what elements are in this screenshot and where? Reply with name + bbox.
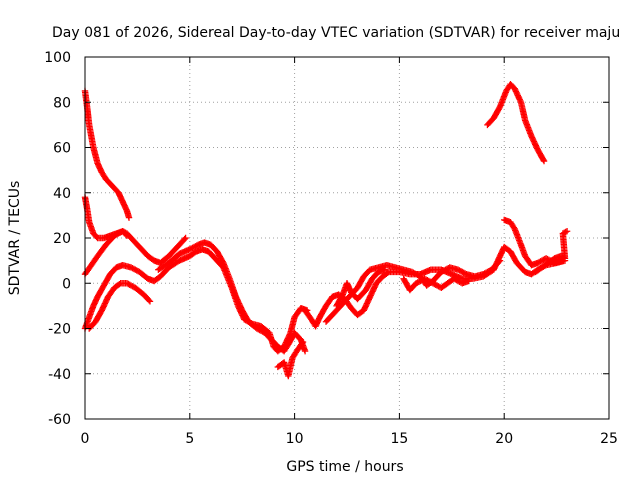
series-track-g: [274, 338, 307, 380]
x-tick-label: 5: [185, 431, 194, 447]
y-tick-label: 0: [62, 276, 71, 292]
series-track-c: [81, 228, 131, 278]
data-point: [563, 228, 571, 235]
series-track-d: [81, 246, 311, 355]
series-track-j: [333, 266, 388, 310]
series-track-e: [85, 280, 154, 332]
chart-title: Day 081 of 2026, Sidereal Day-to-day VTE…: [52, 25, 620, 41]
y-tick-label: 80: [53, 95, 71, 111]
data-point: [540, 157, 548, 165]
data-point: [125, 214, 133, 221]
data-point: [496, 257, 504, 264]
data-point: [301, 347, 309, 355]
x-tick-label: 20: [495, 431, 513, 447]
y-axis-label: SDTVAR / TECUs: [7, 181, 23, 296]
y-tick-label: -20: [48, 322, 71, 338]
data-point: [495, 258, 503, 265]
y-tick-label: 20: [53, 231, 71, 247]
x-tick-label: 10: [286, 431, 304, 447]
data-point: [182, 234, 189, 242]
data-point: [116, 280, 123, 288]
series-track-f: [155, 239, 309, 355]
data-point: [145, 297, 153, 304]
series-track-l: [484, 80, 548, 165]
series-track-n: [532, 228, 571, 276]
data-point: [146, 298, 154, 305]
y-tick-label: 40: [53, 186, 71, 202]
x-tick-label: 25: [600, 431, 618, 447]
y-tick-label: 100: [44, 50, 71, 66]
x-axis-label: GPS time / hours: [286, 459, 403, 475]
data-point: [562, 228, 569, 236]
data-points-layer: [81, 80, 571, 380]
x-tick-label: 0: [81, 431, 90, 447]
series-track-i: [322, 257, 504, 325]
data-point: [465, 277, 472, 285]
ticks-layer: 0 5 10 15 20 25 -60 -40 -20 0 20 40 60 80 100: [44, 50, 618, 447]
y-tick-label: -40: [48, 367, 71, 383]
data-point: [181, 235, 188, 243]
data-point: [381, 266, 388, 273]
y-tick-label: 60: [53, 141, 71, 157]
data-point: [122, 231, 130, 238]
data-point: [123, 232, 131, 239]
data-point: [461, 270, 469, 277]
data-point: [298, 340, 306, 347]
x-tick-label: 15: [390, 431, 408, 447]
data-point: [299, 338, 307, 346]
data-point: [510, 224, 518, 231]
data-point: [540, 156, 547, 164]
series-track-k: [400, 275, 472, 294]
y-tick-label: -60: [48, 412, 71, 428]
